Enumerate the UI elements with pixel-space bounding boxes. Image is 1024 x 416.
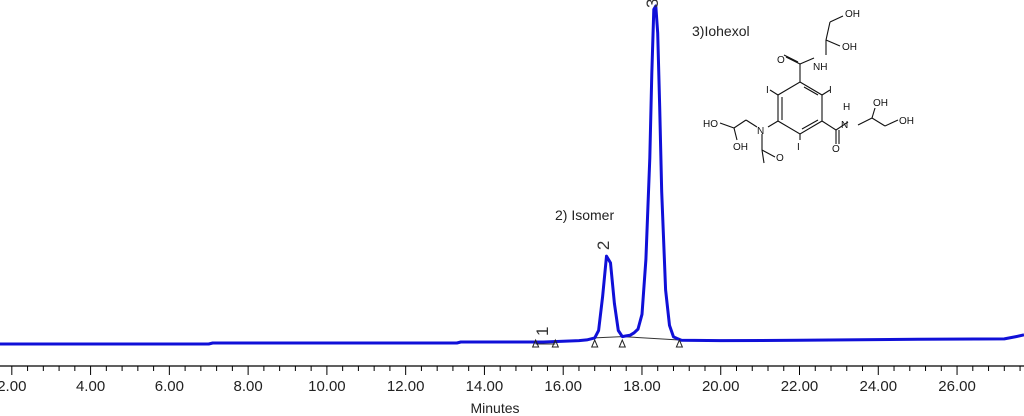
baseline-segment <box>594 336 680 341</box>
x-tick-label: 26.00 <box>938 378 976 395</box>
baseline-marker <box>590 338 599 348</box>
peak-label: 3 <box>643 0 662 8</box>
x-axis: 2.00 4.00 6.00 8.00 10.00 12.00 14.00 16.00 18.0… <box>0 365 1024 395</box>
svg-text:OH: OH <box>873 98 888 109</box>
x-tick-label: 18.00 <box>623 378 661 395</box>
chromatogram-trace-series <box>0 4 1024 346</box>
peak-label: 1 <box>533 327 552 336</box>
svg-text:O: O <box>777 55 785 66</box>
x-tick-label: 16.00 <box>544 378 582 395</box>
svg-text:O: O <box>776 153 784 164</box>
x-axis-title: Minutes <box>470 400 519 416</box>
svg-text:OH: OH <box>733 142 748 153</box>
svg-text:I: I <box>766 85 769 96</box>
baseline-markers <box>531 338 684 348</box>
svg-text:I: I <box>797 142 800 153</box>
iohexol-structure <box>719 15 899 164</box>
baseline-marker <box>675 338 684 348</box>
x-tick-label: 24.00 <box>860 378 898 395</box>
x-tick-label: 14.00 <box>466 378 504 395</box>
baseline-marker <box>551 338 560 348</box>
x-tick-label: 22.00 <box>781 378 819 395</box>
x-tick-label: 2.00 <box>0 378 26 395</box>
svg-text:O: O <box>832 144 840 155</box>
peak-labels: 1 2 3 <box>533 0 662 336</box>
x-tick-label: 12.00 <box>387 378 425 395</box>
svg-text:N: N <box>841 120 848 131</box>
svg-text:H: H <box>843 102 850 113</box>
baseline-marker <box>618 338 627 348</box>
iohexol-annotation: 3)Iohexol <box>692 23 750 39</box>
svg-text:OH: OH <box>899 116 914 127</box>
peak-label: 2 <box>594 241 613 250</box>
svg-text:OH: OH <box>842 42 857 53</box>
svg-text:N: N <box>757 126 764 137</box>
x-tick-label: 10.00 <box>308 378 346 395</box>
iohexol-structure-labels: OH OH NH O I I I H N OH OH O N O HO OH <box>703 9 914 164</box>
x-tick-label: 20.00 <box>702 378 740 395</box>
baseline-marker <box>531 338 540 348</box>
svg-text:OH: OH <box>845 9 860 20</box>
x-tick-label: 8.00 <box>234 378 263 395</box>
svg-text:HO: HO <box>703 119 718 130</box>
svg-text:NH: NH <box>813 62 827 73</box>
isomer-annotation: 2) Isomer <box>555 207 614 223</box>
x-tick-label: 6.00 <box>155 378 184 395</box>
svg-text:I: I <box>829 85 832 96</box>
x-tick-label: 4.00 <box>76 378 105 395</box>
